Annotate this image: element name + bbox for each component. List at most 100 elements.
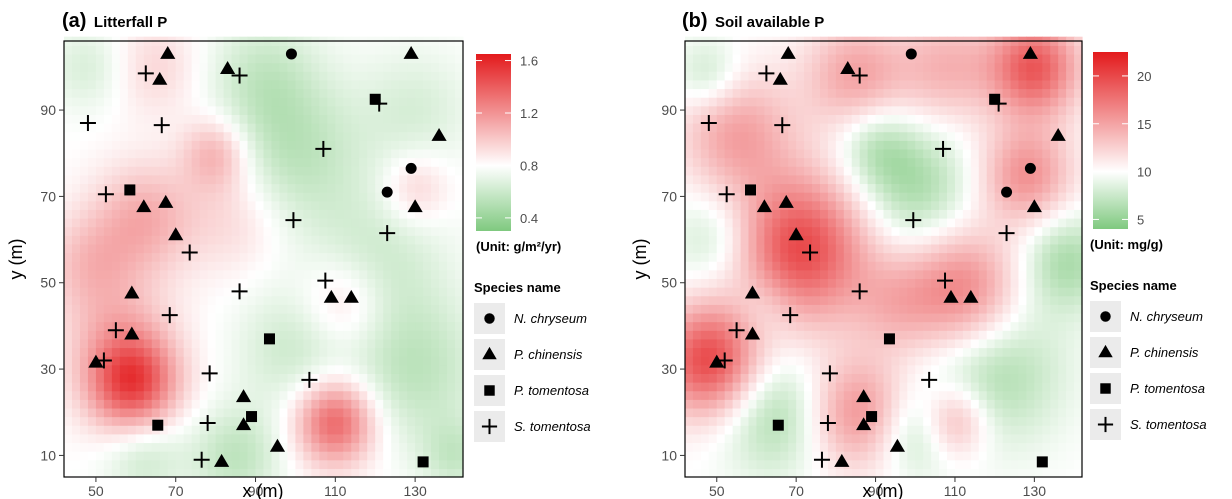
heat-cell: [255, 88, 265, 98]
heat-cell: [183, 459, 193, 469]
heat-cell: [351, 157, 360, 167]
heat-cell: [907, 131, 916, 141]
heat-cell: [891, 425, 900, 435]
heat-cell: [351, 62, 360, 72]
heat-cell: [71, 252, 81, 262]
heat-cell: [756, 252, 765, 262]
heat-cell: [819, 399, 829, 409]
panel-litterfall-p: (a) Litterfall P 50 70 90 110 1301030507090 …: [6, 10, 591, 499]
heat-cell: [772, 209, 781, 219]
heat-cell: [287, 105, 297, 115]
heat-cell: [685, 433, 694, 444]
heat-cell: [263, 166, 273, 176]
heat-cell: [788, 166, 797, 176]
heat-cell: [247, 97, 257, 107]
heat-cell: [295, 131, 304, 141]
heat-cell: [367, 62, 376, 72]
heat-cell: [962, 45, 972, 55]
heat-cell: [1026, 97, 1035, 107]
heat-cell: [207, 79, 217, 90]
heat-cell: [119, 105, 129, 115]
heat-cell: [335, 88, 344, 98]
heat-cell: [724, 166, 734, 176]
heat-cell: [827, 468, 837, 478]
heat-cell: [71, 79, 81, 90]
heat-cell: [986, 166, 996, 176]
heat-cell: [939, 304, 948, 314]
heat-cell: [796, 459, 805, 469]
heat-cell: [199, 209, 209, 219]
heat-cell: [71, 209, 81, 219]
heat-cell: [827, 243, 837, 254]
heat-cell: [685, 451, 694, 461]
heat-cell: [764, 97, 773, 107]
heat-cell: [327, 45, 336, 55]
heat-cell: [207, 261, 217, 271]
heat-cell: [1002, 468, 1012, 478]
heat-cell: [151, 407, 161, 418]
heat-cell: [263, 97, 273, 107]
heat-cell: [279, 140, 289, 150]
heat-cell: [867, 321, 877, 331]
heat-cell: [367, 114, 376, 124]
heat-cell: [748, 269, 758, 280]
heat-cell: [319, 79, 328, 90]
heat-cell: [724, 347, 734, 357]
heat-cell: [772, 252, 781, 262]
heat-cell: [391, 88, 400, 98]
heat-cell: [788, 261, 797, 271]
heat-cell: [1002, 209, 1012, 219]
heat-cell: [923, 416, 932, 426]
heat-cell: [939, 217, 948, 228]
heat-cell: [367, 442, 376, 452]
heat-cell: [962, 114, 972, 124]
heat-cell: [391, 71, 400, 81]
heat-cell: [167, 330, 177, 340]
heat-cell: [167, 166, 177, 176]
heat-cell: [851, 364, 861, 374]
heat-cell: [375, 347, 384, 357]
heat-cell: [843, 148, 853, 159]
heat-cell: [407, 97, 416, 107]
heat-cell: [279, 192, 289, 202]
heat-cell: [215, 157, 225, 167]
heat-cell: [207, 295, 217, 305]
heat-cell: [359, 304, 368, 314]
heat-cell: [359, 243, 368, 254]
heat-cell: [207, 174, 217, 185]
heat-cell: [1002, 330, 1012, 340]
heat-cell: [191, 157, 201, 167]
heat-cell: [931, 105, 940, 115]
heat-cell: [772, 140, 781, 150]
heat-cell: [319, 321, 328, 331]
heat-cell: [167, 192, 177, 202]
heat-cell: [835, 114, 845, 124]
heat-cell: [835, 183, 845, 193]
heat-cell: [95, 338, 105, 349]
heat-cell: [1026, 131, 1035, 141]
heat-cell: [1010, 347, 1020, 357]
heat-cell: [431, 166, 440, 176]
heat-cell: [399, 226, 408, 236]
heat-cell: [455, 252, 464, 262]
heat-cell: [796, 88, 805, 98]
heat-cell: [970, 399, 980, 409]
heat-cell: [1034, 399, 1043, 409]
heat-cell: [327, 442, 336, 452]
heat-cell: [367, 390, 376, 400]
heat-cell: [867, 442, 877, 452]
heat-cell: [79, 338, 89, 349]
heat-cell: [923, 338, 932, 349]
heat-cell: [804, 88, 813, 98]
heat-cell: [199, 62, 209, 72]
heat-cell: [1010, 287, 1020, 297]
heat-cell: [359, 442, 368, 452]
heat-cell: [915, 252, 924, 262]
heat-cell: [685, 200, 694, 210]
heat-cell: [756, 209, 765, 219]
heat-cell: [692, 114, 702, 124]
heat-cell: [939, 295, 948, 305]
heat-cell: [199, 356, 209, 366]
heat-cell: [867, 123, 877, 133]
heat-cell: [1034, 278, 1043, 288]
